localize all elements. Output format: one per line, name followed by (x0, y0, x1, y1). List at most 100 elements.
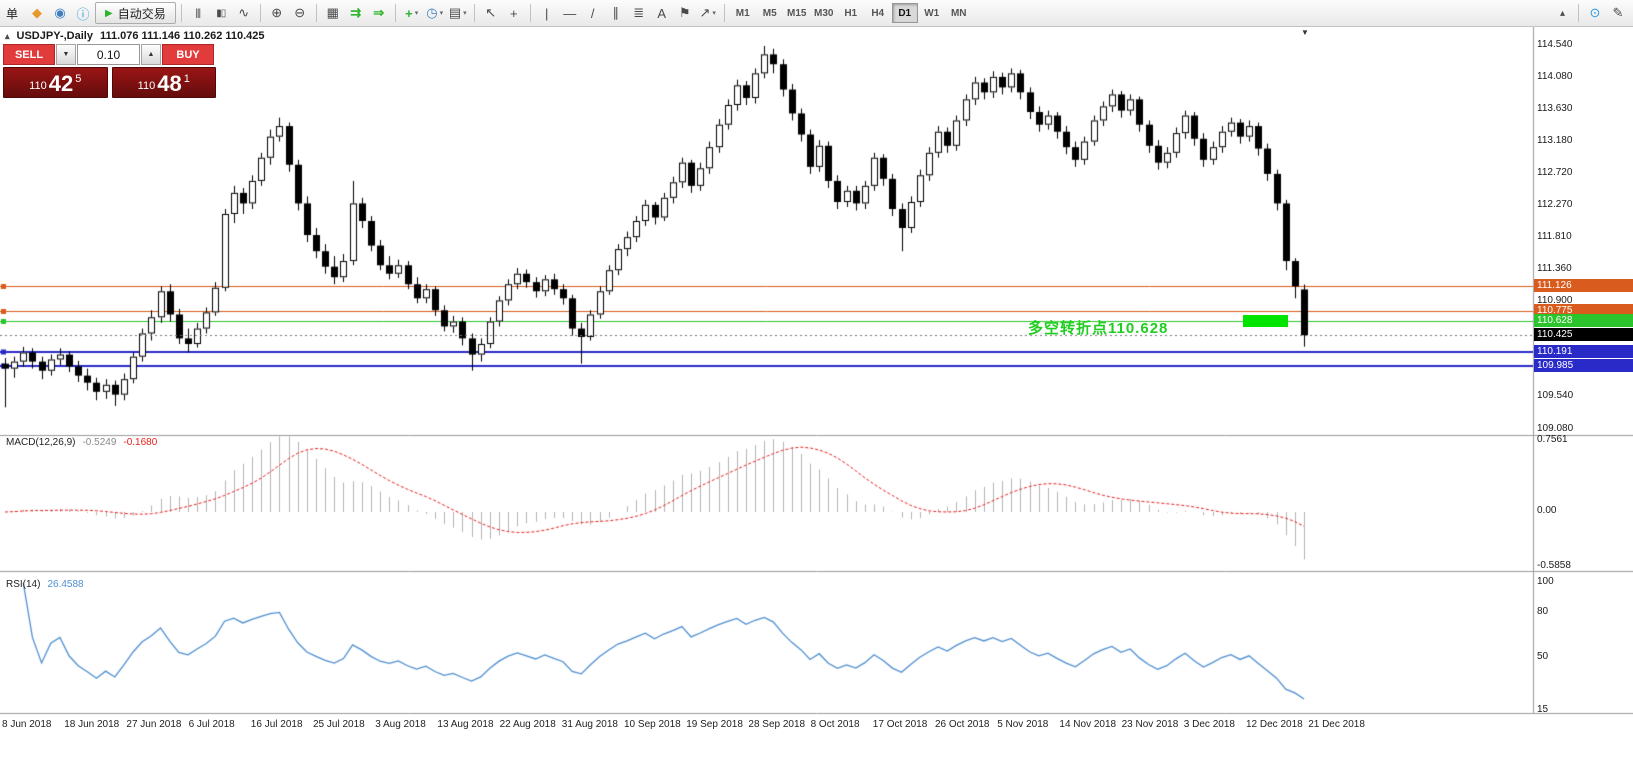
date-label: 26 Oct 2018 (935, 719, 990, 730)
date-label: 5 Nov 2018 (997, 719, 1049, 730)
macd-axis-label: 0.00 (1537, 504, 1557, 516)
price-line-label: 110.191 (1534, 344, 1633, 358)
date-label: 21 Dec 2018 (1308, 719, 1365, 730)
date-label: 8 Jun 2018 (2, 719, 52, 730)
timeframe-m15[interactable]: M15 (787, 7, 807, 19)
toolbar-separator (723, 4, 725, 22)
axis-price-label: 113.180 (1537, 134, 1573, 146)
zoom-out-icon[interactable]: ⊖ (294, 5, 306, 20)
price-axis[interactable]: 114.540 114.080 113.630 113.180 112.720 112.2… (1534, 27, 1633, 740)
chart-shift-icon[interactable]: ⇒ (373, 5, 385, 20)
buy-button[interactable]: BUY (162, 44, 214, 65)
volume-increase-button[interactable]: ▲ (141, 44, 161, 65)
macd-signal-value: -0.1680 (123, 437, 158, 448)
play-icon: ▶ (105, 7, 113, 19)
date-label: 12 Dec 2018 (1246, 719, 1303, 730)
info-icon[interactable]: ⓘ (76, 6, 90, 22)
chevron-up-icon: ▲ (147, 51, 155, 58)
chevron-down-icon: ▾ (712, 10, 716, 17)
sell-button[interactable]: SELL (3, 44, 55, 65)
axis-price-label: 112.270 (1537, 198, 1573, 210)
axis-price-label: 111.810 (1537, 230, 1572, 242)
candlestick-chart-icon[interactable]: ▮▯ (216, 7, 226, 19)
auto-scroll-icon[interactable]: ⇉ (350, 5, 362, 20)
rsi-value: 26.4588 (47, 579, 84, 590)
symbol-period-label: USDJPY-,Daily (16, 30, 93, 42)
date-label: 6 Jul 2018 (188, 719, 235, 730)
edit-icon[interactable]: ✎ (1612, 5, 1624, 20)
axis-price-label: 109.540 (1537, 390, 1574, 402)
sell-price-prefix: 110 (29, 80, 47, 92)
date-label: 13 Aug 2018 (437, 719, 494, 730)
arrow-icon: ↗ (699, 5, 711, 20)
horizontal-line-tool[interactable]: — (563, 5, 577, 21)
price-line-label: 110.425 (1534, 328, 1633, 342)
highlight-rectangle[interactable] (1243, 315, 1288, 327)
pivot-annotation[interactable]: 多空转折点110.628 (1028, 320, 1169, 337)
timeframe-d1[interactable]: D1 (891, 3, 918, 23)
timeframe-m1[interactable]: M1 (735, 7, 750, 19)
timeframe-m30[interactable]: M30 (814, 7, 834, 19)
date-label: 3 Aug 2018 (375, 719, 426, 730)
toolbar-separator (473, 4, 475, 22)
new-order-icon[interactable]: ◆ (32, 5, 43, 20)
market-watch-icon[interactable]: ◉ (54, 5, 66, 20)
chart-window: ▴ USDJPY-,Daily 111.076 111.146 110.262 … (0, 27, 1633, 772)
trendline-tool[interactable]: / (590, 5, 595, 21)
timeframe-h1[interactable]: H1 (844, 7, 858, 19)
rsi-axis-label: 15 (1537, 704, 1549, 715)
date-label: 25 Jul 2018 (313, 719, 365, 730)
volume-input[interactable] (77, 44, 140, 65)
fibonacci-tool[interactable]: ≣ (633, 5, 645, 20)
zoom-in-icon[interactable]: ⊕ (271, 5, 283, 20)
timeframe-mn[interactable]: MN (950, 7, 967, 19)
autotrading-button[interactable]: ▶ 自动交易 (95, 2, 176, 24)
arrows-tool[interactable]: ↗ ▾ (697, 2, 719, 24)
timeframe-m5[interactable]: M5 (762, 7, 777, 19)
price-line-label: 110.628 (1534, 313, 1633, 327)
chevron-down-icon: ▾ (414, 10, 419, 17)
price-line-label: 109.985 (1534, 359, 1633, 373)
vertical-line-tool[interactable]: | (545, 5, 549, 21)
community-icon[interactable]: ⊙ (1589, 5, 1601, 20)
tile-windows-icon[interactable]: ▦ (326, 5, 339, 20)
add-indicator-icon: + (405, 5, 413, 21)
date-label: 3 Dec 2018 (1183, 719, 1235, 730)
date-label: 17 Oct 2018 (872, 719, 928, 730)
volume-decrease-button[interactable]: ▼ (56, 44, 76, 65)
collapse-toolbar-icon[interactable]: ▴ (1559, 7, 1565, 19)
axis-price-label: 114.080 (1537, 71, 1573, 83)
price-chart-can­vas[interactable] (0, 27, 1633, 772)
timeframe-w1[interactable]: W1 (924, 7, 940, 19)
axis-price-label: 109.080 (1537, 422, 1574, 434)
date-label: 23 Nov 2018 (1121, 719, 1179, 730)
macd-main-value: -0.5249 (82, 437, 117, 448)
axis-price-label: 111.360 (1537, 262, 1572, 274)
channel-tool[interactable]: ∥ (612, 5, 619, 20)
line-chart-icon[interactable]: ∿ (238, 5, 250, 20)
buy-price-pip: 1 (183, 73, 190, 85)
clock-icon: ◷ (426, 5, 438, 20)
timeframe-h4[interactable]: H4 (871, 7, 885, 19)
macd-axis-label: 0.7561 (1537, 434, 1568, 445)
buy-price-display[interactable]: 110 48 1 (111, 67, 216, 98)
axis-price-label: 110.900 (1537, 294, 1573, 306)
indicators-button[interactable]: + ▾ (401, 2, 423, 24)
date-axis[interactable]: 8 Jun 2018 18 Jun 2018 27 Jun 2018 6 Jul 20… (0, 715, 1633, 741)
toolbar-separator (529, 4, 531, 22)
text-tool[interactable]: A (657, 5, 667, 21)
chart-shift-marker: ▼ (1301, 28, 1309, 37)
cursor-tool[interactable]: ↖ (485, 5, 497, 20)
templates-button[interactable]: ▤ ▾ (447, 2, 469, 24)
autotrading-label: 自动交易 (117, 6, 166, 21)
rsi-axis-label: 100 (1537, 576, 1554, 587)
sell-price-display[interactable]: 110 42 5 (3, 67, 108, 98)
crosshair-tool[interactable]: + (509, 5, 518, 21)
label-tool[interactable]: ⚑ (678, 5, 691, 20)
collapse-panel-icon[interactable]: ▴ (5, 30, 10, 41)
ohlc-values: 111.076 111.146 110.262 110.425 (99, 30, 265, 42)
menu-item[interactable]: 单 (6, 6, 19, 21)
periods-button[interactable]: ◷ ▾ (424, 2, 446, 24)
bar-chart-icon[interactable]: ||| (195, 7, 201, 19)
date-label: 18 Jun 2018 (64, 719, 120, 730)
